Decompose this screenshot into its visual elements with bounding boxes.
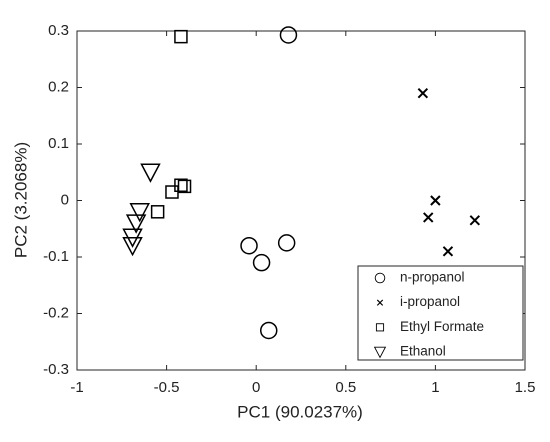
y-tick-label: 0.3: [48, 22, 69, 39]
point: [165, 185, 179, 199]
x-tick-label: 1: [431, 379, 439, 396]
point: [129, 203, 150, 223]
y-tick-label: -0.3: [43, 361, 69, 378]
legend-label: Ethanol: [400, 344, 446, 359]
legend-marker: [373, 346, 387, 359]
legend-marker: [376, 299, 384, 306]
y-tick-label: 0.1: [48, 135, 69, 152]
y-axis-label: PC2 (3.2068%): [11, 142, 30, 258]
point: [240, 236, 258, 255]
point: [277, 234, 296, 252]
y-tick-label: 0: [61, 191, 69, 208]
x-tick-label: -1: [70, 379, 83, 396]
legend-marker: [374, 272, 386, 284]
x-tick-label: 0: [252, 379, 260, 396]
point: [417, 87, 429, 99]
point: [430, 195, 441, 206]
point: [150, 205, 165, 219]
y-tick-label: -0.1: [43, 248, 69, 265]
point: [442, 246, 454, 257]
x-tick-label: -0.5: [154, 379, 180, 396]
y-tick-label: 0.2: [48, 78, 69, 95]
x-tick-label: 1.5: [515, 379, 536, 396]
point: [252, 253, 271, 272]
legend-box: [357, 265, 524, 361]
point: [279, 26, 298, 44]
point: [125, 214, 147, 234]
legend-marker: [375, 323, 385, 332]
legend-label: n-propanol: [400, 270, 465, 285]
x-tick-label: 0.5: [335, 379, 356, 396]
legend-label: i-propanol: [400, 294, 460, 309]
point: [122, 236, 143, 257]
point: [140, 163, 161, 183]
x-axis-label: PC1 (90.0237%): [237, 402, 363, 421]
legend-label: Ethyl Formate: [400, 319, 484, 334]
point: [469, 215, 481, 226]
legend: n-propanol i-propanol Ethyl Formate Ethanol: [357, 265, 524, 361]
point: [423, 212, 434, 223]
point: [259, 321, 278, 340]
point: [174, 178, 188, 192]
y-tick-label: -0.2: [43, 304, 69, 321]
point: [174, 29, 188, 44]
